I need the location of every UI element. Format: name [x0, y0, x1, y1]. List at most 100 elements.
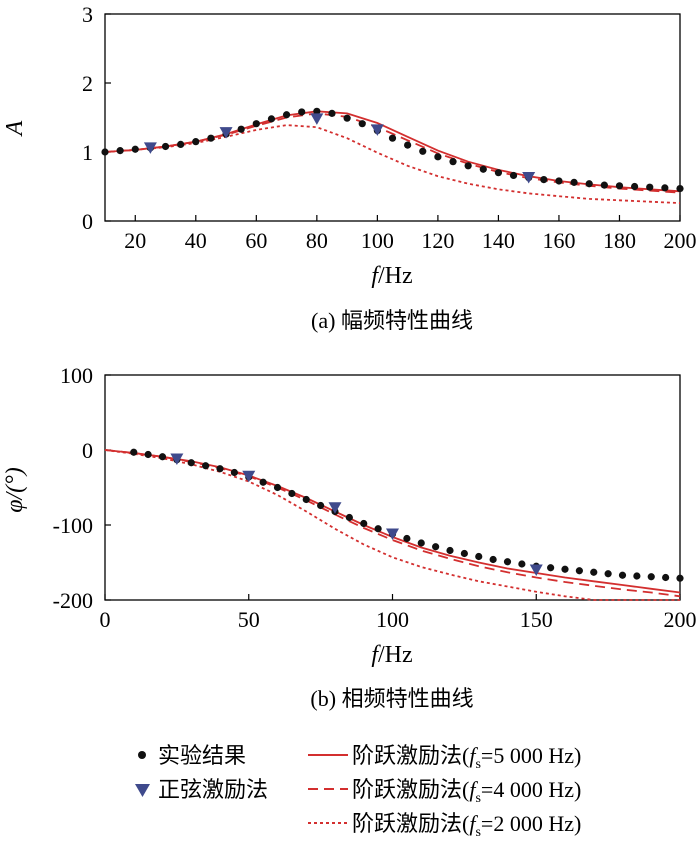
- amplitude-experimental-point: [252, 120, 260, 128]
- amplitude-sine-point: [310, 113, 324, 125]
- amplitude-xtick-label: 20: [124, 228, 146, 253]
- amplitude-experimental-point: [419, 147, 427, 155]
- amplitude-experimental-point: [676, 184, 684, 193]
- amplitude-xlabel: f/Hz: [371, 263, 412, 289]
- phase-ytick-label: -200: [53, 588, 93, 613]
- phase-sine-point: [328, 502, 342, 514]
- amplitude-caption: (a) 幅频特性曲线: [311, 308, 473, 333]
- amplitude-experimental-point: [464, 162, 472, 170]
- phase-experimental-point: [273, 483, 282, 492]
- amplitude-xtick-label: 120: [421, 228, 454, 253]
- amplitude-experimental-point: [161, 142, 170, 151]
- amplitude-experimental-point: [267, 115, 276, 123]
- amplitude-experimental-point: [479, 165, 487, 173]
- amplitude-experimental-point: [661, 184, 669, 192]
- phase-experimental-point: [317, 501, 325, 510]
- amplitude-experimental-point: [631, 182, 639, 191]
- legend-dot-marker: [138, 751, 146, 759]
- phase-experimental-point: [475, 552, 483, 561]
- phase-ytick-label: 0: [82, 438, 93, 463]
- amplitude-experimental-point: [555, 177, 563, 185]
- amplitude-ytick-label: 0: [82, 209, 93, 234]
- phase-experimental-point: [676, 574, 684, 582]
- phase-xlabel: f/Hz: [371, 642, 412, 668]
- phase-experimental-point: [518, 560, 526, 568]
- phase-experimental-point: [360, 519, 368, 528]
- amplitude-sine-point: [522, 172, 536, 184]
- amplitude-experimental-point: [101, 148, 109, 156]
- phase-experimental-point: [302, 495, 310, 504]
- amplitude-series-fs4000: [104, 112, 681, 194]
- phase-xtick-label: 100: [376, 607, 409, 632]
- phase-ytick-label: 100: [60, 363, 93, 388]
- phase-experimental-point: [503, 558, 512, 566]
- phase-experimental-point: [547, 564, 555, 572]
- phase-experimental-point: [489, 555, 497, 564]
- phase-experimental-point: [374, 525, 382, 533]
- amplitude-experimental-point: [328, 109, 336, 117]
- amplitude-sine-point: [370, 124, 384, 136]
- phase-plot-frame: [104, 374, 681, 601]
- phase-experimental-point: [618, 571, 627, 579]
- phase-xtick-label: 200: [664, 607, 697, 632]
- legend-sine-label: 正弦激励法: [158, 777, 268, 802]
- phase-experimental-point: [202, 462, 210, 470]
- legend-fs4000-label: 阶跃激励法(fs=4 000 Hz): [352, 777, 581, 806]
- amplitude-experimental-point: [358, 120, 366, 128]
- amplitude-ytick-label: 3: [82, 2, 93, 27]
- amplitude-experimental-point: [282, 111, 291, 119]
- amplitude-xtick-label: 60: [245, 228, 267, 253]
- amplitude-experimental-point: [404, 141, 412, 149]
- phase-experimental-point: [144, 450, 152, 459]
- amplitude-experimental-point: [116, 147, 124, 155]
- phase-experimental-point: [345, 513, 353, 522]
- phase-experimental-point: [216, 465, 224, 473]
- amplitude-xtick-label: 40: [185, 228, 207, 253]
- amplitude-ylabel: A: [2, 120, 28, 137]
- phase-experimental-point: [561, 565, 569, 573]
- amplitude-experimental-point: [585, 180, 593, 188]
- phase-experimental-point: [230, 468, 238, 477]
- phase-ylabel: φ/(°): [2, 467, 28, 513]
- phase-experimental-point: [403, 534, 411, 543]
- phase-experimental-point: [130, 448, 138, 456]
- phase-experimental-point: [604, 570, 612, 578]
- phase-experimental-point: [259, 478, 267, 486]
- legend: 实验结果 正弦激励法 阶跃激励法(fs=5 000 Hz) 阶跃激励法(fs=4…: [135, 743, 581, 840]
- amplitude-experimental-point: [313, 107, 321, 115]
- phase-experimental-point: [417, 539, 425, 547]
- amplitude-xtick-label: 200: [664, 228, 697, 253]
- amplitude-experimental-point: [615, 182, 624, 190]
- legend-experimental-label: 实验结果: [158, 743, 246, 768]
- amplitude-xtick-label: 140: [482, 228, 515, 253]
- phase-caption: (b) 相频特性曲线: [310, 686, 473, 711]
- amplitude-experimental-point: [646, 183, 654, 191]
- phase-xtick-label: 50: [238, 607, 260, 632]
- amplitude-experimental-point: [434, 153, 442, 161]
- legend-triangle-marker: [135, 784, 150, 797]
- amplitude-experimental-point: [343, 114, 351, 122]
- phase-sine-point: [386, 528, 399, 540]
- phase-xtick-label: 150: [520, 607, 553, 632]
- amplitude-experimental-point: [298, 108, 306, 116]
- phase-experimental-point: [662, 573, 670, 582]
- phase-ytick-label: -100: [53, 513, 93, 538]
- amplitude-experimental-point: [540, 176, 548, 184]
- amplitude-experimental-point: [509, 171, 518, 180]
- amplitude-experimental-point: [494, 169, 503, 177]
- phase-experimental-point: [446, 546, 454, 555]
- phase-experimental-point: [187, 459, 195, 467]
- phase-experimental-point: [575, 567, 583, 575]
- phase-sine-point: [529, 564, 543, 576]
- phase-experimental-point: [460, 549, 468, 558]
- amplitude-xtick-label: 160: [542, 228, 575, 253]
- phase-experimental-point: [158, 453, 167, 461]
- amplitude-experimental-point: [600, 181, 608, 189]
- phase-experimental-point: [288, 489, 296, 498]
- amplitude-xtick-label: 180: [603, 228, 636, 253]
- amplitude-ytick-label: 1: [82, 140, 93, 165]
- amplitude-experimental-point: [388, 134, 397, 142]
- amplitude-experimental-point: [570, 178, 578, 186]
- amplitude-sine-point: [219, 127, 233, 139]
